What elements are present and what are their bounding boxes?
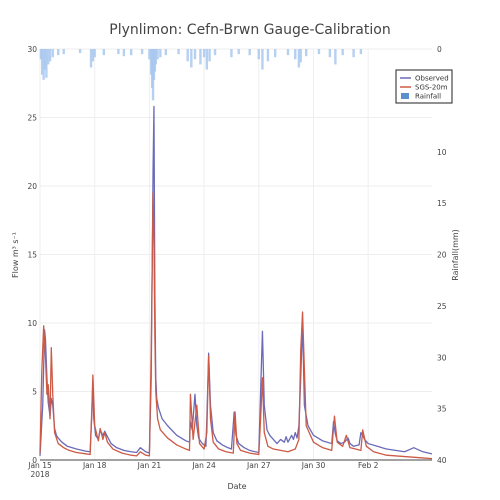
rainfall-bar: [156, 49, 159, 60]
legend-label[interactable]: Rainfall: [415, 93, 441, 101]
rainfall-bar: [230, 49, 233, 58]
rainfall-bar: [193, 49, 197, 60]
rainfall-bar: [304, 49, 308, 57]
rainfall-bar: [266, 49, 270, 62]
series-line-sgs-20m: [39, 192, 433, 460]
y-left-tick-label: 15: [27, 251, 37, 260]
rainfall-bar: [57, 49, 60, 56]
x-tick-label: Jan 30: [301, 461, 326, 470]
rainfall-bar: [274, 49, 277, 58]
rainfall-bar: [199, 49, 202, 65]
rainfall-bar: [248, 49, 251, 56]
y-right-tick-label: 30: [437, 353, 447, 362]
y-left-tick-label: 10: [27, 319, 37, 328]
x-tick-label: Jan 24: [191, 461, 216, 470]
axis-ticks: 0510152025300510152025303540Jan 152018Ja…: [27, 45, 447, 479]
legend-swatch-rainfall: [401, 93, 409, 99]
rainfall-bar: [317, 49, 321, 55]
rainfall-bar: [140, 49, 144, 55]
rainfall-bar: [154, 49, 157, 65]
series-line-observed: [39, 105, 433, 456]
y-right-tick-label: 20: [437, 251, 447, 260]
rainfall-bar: [159, 49, 162, 58]
rainfall-bar: [39, 49, 43, 60]
y-left-tick-label: 5: [32, 388, 37, 397]
x-tick-year-label: 2018: [30, 470, 49, 479]
rainfall-bar: [45, 49, 48, 78]
y-axis-left-title: Flow m³ s⁻¹: [11, 232, 20, 278]
rainfall-bar: [91, 49, 95, 62]
rainfall-bar: [261, 49, 264, 70]
rainfall-bar: [102, 49, 106, 56]
rainfall-bar: [43, 49, 47, 70]
rainfall-bar: [51, 49, 54, 58]
rainfall-bar: [286, 49, 290, 56]
x-axis-title: Date: [227, 482, 246, 491]
rainfall-bar: [297, 49, 301, 68]
x-tick-label: Jan 21: [137, 461, 162, 470]
rainfall-bar: [213, 49, 217, 56]
rainfall-bar: [299, 49, 302, 63]
grid-lines: [39, 48, 432, 461]
rainfall-bar: [190, 49, 193, 68]
rainfall-bar: [352, 49, 355, 58]
rainfall-bar: [237, 49, 240, 55]
rainfall-bar: [208, 49, 211, 62]
rainfall-bar: [40, 49, 44, 75]
rainfall-bar: [186, 49, 189, 62]
rainfall-bar: [89, 49, 93, 68]
y-right-tick-label: 0: [437, 45, 442, 54]
rainfall-bar: [47, 49, 50, 65]
rainfall-bar: [129, 49, 133, 56]
rainfall-bar: [48, 49, 52, 62]
y-left-tick-label: 20: [27, 182, 37, 191]
x-tick-label: Jan 27: [246, 461, 271, 470]
rainfall-bar: [257, 49, 260, 60]
rainfall-bar: [202, 49, 206, 58]
rainfall-bar: [177, 49, 180, 55]
rainfall-bar: [334, 49, 337, 65]
rainfall-bar: [42, 49, 45, 80]
rainfall-bar: [205, 49, 209, 70]
rainfall-bar: [117, 49, 120, 55]
legend-label[interactable]: SGS-20m: [415, 84, 448, 92]
rainfall-bar: [328, 49, 332, 58]
rainfall-bar: [359, 49, 363, 55]
rainfall-bar: [164, 49, 168, 56]
y-right-tick-label: 25: [437, 302, 447, 311]
rainfall-bar: [122, 49, 126, 57]
x-tick-label: Jan 18: [82, 461, 107, 470]
y-left-tick-label: 25: [27, 114, 37, 123]
x-tick-label: Feb 2: [358, 461, 379, 470]
y-axis-right-title: Rainfall(mm): [451, 229, 460, 281]
y-right-tick-label: 10: [437, 148, 447, 157]
y-right-tick-label: 40: [437, 456, 447, 465]
rainfall-bar: [78, 49, 82, 54]
rainfall-bar: [294, 49, 297, 60]
rainfall-bar: [93, 49, 96, 58]
rainfall-bar: [148, 49, 151, 60]
y-left-tick-label: 30: [27, 45, 37, 54]
y-right-tick-label: 35: [437, 405, 447, 414]
flow-series: [39, 105, 433, 460]
y-left-tick-label: 0: [32, 456, 37, 465]
y-right-tick-label: 15: [437, 199, 447, 208]
chart-title: Plynlimon: Cefn-Brwn Gauge-Calibration: [109, 22, 390, 38]
rainfall-bars: [39, 49, 363, 101]
legend-label[interactable]: Observed: [415, 75, 449, 83]
rainfall-bar: [341, 49, 344, 56]
rainfall-bar: [62, 49, 65, 55]
x-tick-label: Jan 15: [27, 461, 52, 470]
